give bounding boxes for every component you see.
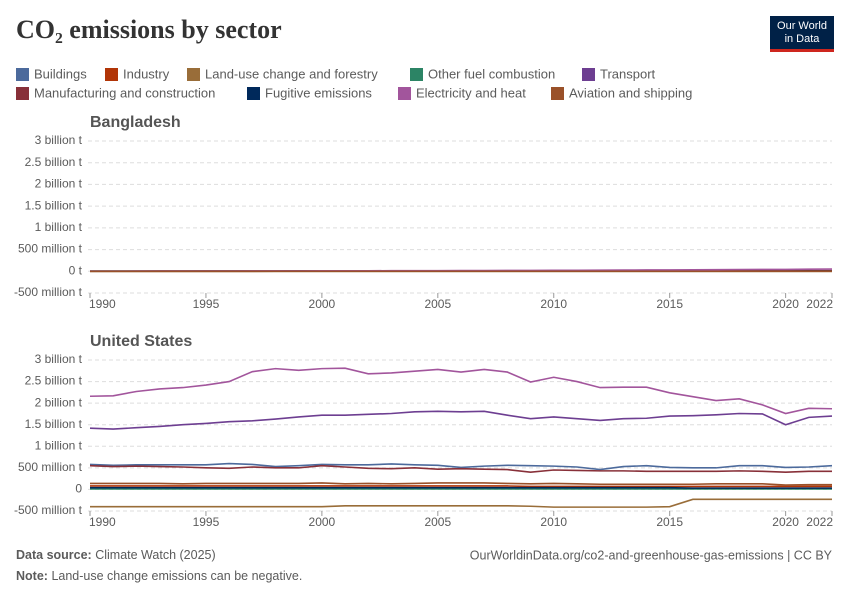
legend-swatch [16, 68, 29, 81]
x-tick-label: 2005 [424, 297, 451, 311]
source-text: Climate Watch (2025) [95, 548, 215, 562]
panel-title: Bangladesh [90, 114, 181, 131]
y-tick-label: 0 t [69, 263, 83, 277]
x-tick-label: 1990 [89, 297, 116, 311]
x-tick-label: 2015 [656, 297, 683, 311]
y-tick-label: -500 million t [14, 503, 83, 517]
y-tick-label: 2 billion t [35, 395, 83, 409]
legend-label: Electricity and heat [416, 85, 526, 100]
legend-swatch [105, 68, 118, 81]
series-line [89, 410, 833, 430]
x-tick-label: 2022 [806, 515, 833, 529]
source-label: Data source: [16, 548, 92, 562]
note-text: Land-use change emissions can be negativ… [51, 569, 302, 583]
legend-label: Fugitive emissions [265, 85, 372, 100]
y-tick-label: -500 million t [14, 285, 83, 299]
legend-swatch [247, 87, 260, 100]
series-line [90, 482, 832, 486]
x-tick-label: 2000 [309, 297, 336, 311]
x-tick-label: 2015 [656, 515, 683, 529]
legend-label: Buildings [34, 66, 87, 81]
legend-label: Other fuel combustion [428, 66, 555, 81]
legend-swatch [16, 87, 29, 100]
series-line [90, 498, 832, 508]
x-tick-label: 2020 [772, 515, 799, 529]
legend-swatch [398, 87, 411, 100]
note-label: Note: [16, 569, 48, 583]
source: Data source: Climate Watch (2025) [16, 548, 216, 562]
logo-text: in Data [785, 33, 821, 45]
x-tick-label: 2020 [772, 297, 799, 311]
legend-label: Manufacturing and construction [34, 85, 215, 100]
y-tick-label: 1.5 billion t [25, 417, 83, 431]
y-tick-label: 0 [75, 482, 82, 496]
url: OurWorldinData.org/co2-and-greenhouse-ga… [470, 548, 833, 562]
legend-label: Aviation and shipping [569, 85, 692, 100]
y-tick-label: 2 billion t [35, 177, 83, 191]
x-tick-label: 2010 [540, 515, 567, 529]
legend-label: Transport [600, 66, 656, 81]
x-tick-label: 1995 [193, 297, 220, 311]
logo-text: Our World [777, 20, 827, 32]
logo-box [770, 16, 834, 49]
y-tick-label: 1 billion t [35, 438, 83, 452]
legend-swatch [551, 87, 564, 100]
series-line [89, 464, 832, 473]
y-tick-label: 500 million t [18, 242, 83, 256]
legend-label: Industry [123, 66, 170, 81]
x-tick-label: 1990 [89, 515, 116, 529]
x-tick-label: 2010 [540, 297, 567, 311]
y-tick-label: 1.5 billion t [25, 198, 83, 212]
series-line [89, 367, 833, 415]
logo-bar [770, 49, 834, 52]
legend-swatch [582, 68, 595, 81]
x-tick-label: 2022 [806, 297, 833, 311]
y-tick-label: 3 billion t [35, 352, 83, 366]
note: Note: Land-use change emissions can be n… [16, 569, 302, 583]
x-tick-label: 2000 [309, 515, 336, 529]
panel-title: United States [90, 333, 192, 350]
series-line [89, 462, 833, 471]
chart-title: CO₂ emissions by sector [16, 15, 282, 44]
legend-swatch [410, 68, 423, 81]
legend-swatch [187, 68, 200, 81]
x-tick-label: 2005 [424, 515, 451, 529]
y-tick-label: 2.5 billion t [25, 155, 83, 169]
y-tick-label: 500 million t [18, 460, 83, 474]
x-tick-label: 1995 [193, 515, 220, 529]
legend-label: Land-use change and forestry [205, 66, 378, 81]
y-tick-label: 1 billion t [35, 220, 83, 234]
y-tick-label: 2.5 billion t [25, 374, 83, 388]
y-tick-label: 3 billion t [35, 133, 83, 147]
